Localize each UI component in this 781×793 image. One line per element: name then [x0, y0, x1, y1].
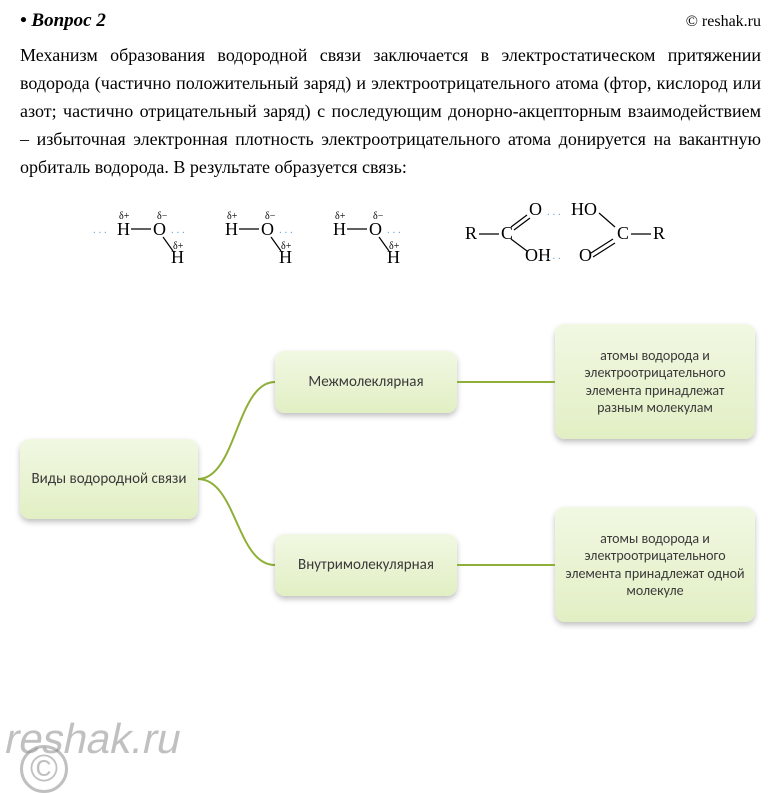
carboxylic-dimer-structure: RCOOH. . .. . .HOOCR — [461, 199, 691, 269]
bullet: • — [20, 10, 27, 31]
svg-text:C: C — [617, 223, 629, 243]
svg-text:H: H — [333, 219, 346, 239]
svg-text:H: H — [117, 219, 130, 239]
water-chain-structure: . . .δ+Hδ−OHδ+. . .δ+Hδ−OHδ+. . .δ+Hδ−OH… — [91, 199, 421, 269]
node-intramolecular: Внутримолекулярная — [275, 534, 457, 596]
node-root-text: Виды водородной связи — [32, 470, 187, 489]
svg-text:O: O — [529, 199, 542, 219]
hbond-types-diagram: Виды водородной связи Межмолеклярная Вну… — [0, 309, 781, 629]
node-intra-text: Внутримолекулярная — [298, 556, 434, 575]
node-inter-text: Межмолеклярная — [308, 373, 423, 392]
svg-text:. . .: . . . — [171, 224, 185, 236]
svg-text:. . .: . . . — [547, 206, 561, 218]
node-intraDesc-text: атомы водорода и электроотрицательного э… — [565, 530, 745, 600]
svg-text:R: R — [653, 223, 665, 243]
svg-text:. . .: . . . — [547, 250, 561, 262]
svg-text:O: O — [261, 219, 274, 239]
node-intra-description: атомы водорода и электроотрицательного э… — [555, 507, 755, 622]
question-title: • Вопрос 2 — [20, 10, 106, 32]
svg-text:R: R — [465, 223, 477, 243]
svg-text:. . .: . . . — [279, 224, 293, 236]
svg-text:δ+: δ+ — [173, 241, 184, 252]
connector-inter — [457, 381, 555, 383]
header: • Вопрос 2 © reshak.ru — [0, 0, 781, 36]
svg-text:C: C — [501, 223, 513, 243]
svg-text:δ+: δ+ — [281, 241, 292, 252]
main-paragraph: Механизм образования водородной связи за… — [0, 36, 781, 181]
svg-text:δ+: δ+ — [389, 241, 400, 252]
svg-text:H: H — [225, 219, 238, 239]
connector-intra — [457, 564, 555, 566]
svg-text:HO: HO — [571, 199, 597, 219]
watermark-text: reshak.ru — [1, 715, 186, 763]
svg-text:O: O — [153, 219, 166, 239]
svg-text:O: O — [369, 219, 382, 239]
copyright: © reshak.ru — [686, 13, 761, 31]
watermark-copyright-icon: © — [20, 745, 68, 793]
chemical-structures: . . .δ+Hδ−OHδ+. . .δ+Hδ−OHδ+. . .δ+Hδ−OH… — [0, 181, 781, 281]
svg-text:O: O — [579, 245, 592, 265]
node-inter-description: атомы водорода и электроотрицательного э… — [555, 324, 755, 439]
svg-text:. . .: . . . — [93, 224, 107, 236]
svg-text:. . .: . . . — [387, 224, 401, 236]
title-text: Вопрос 2 — [31, 10, 105, 31]
node-root: Виды водородной связи — [20, 439, 198, 519]
node-interDesc-text: атомы водорода и электроотрицательного э… — [565, 347, 745, 417]
node-intermolecular: Межмолеклярная — [275, 351, 457, 413]
